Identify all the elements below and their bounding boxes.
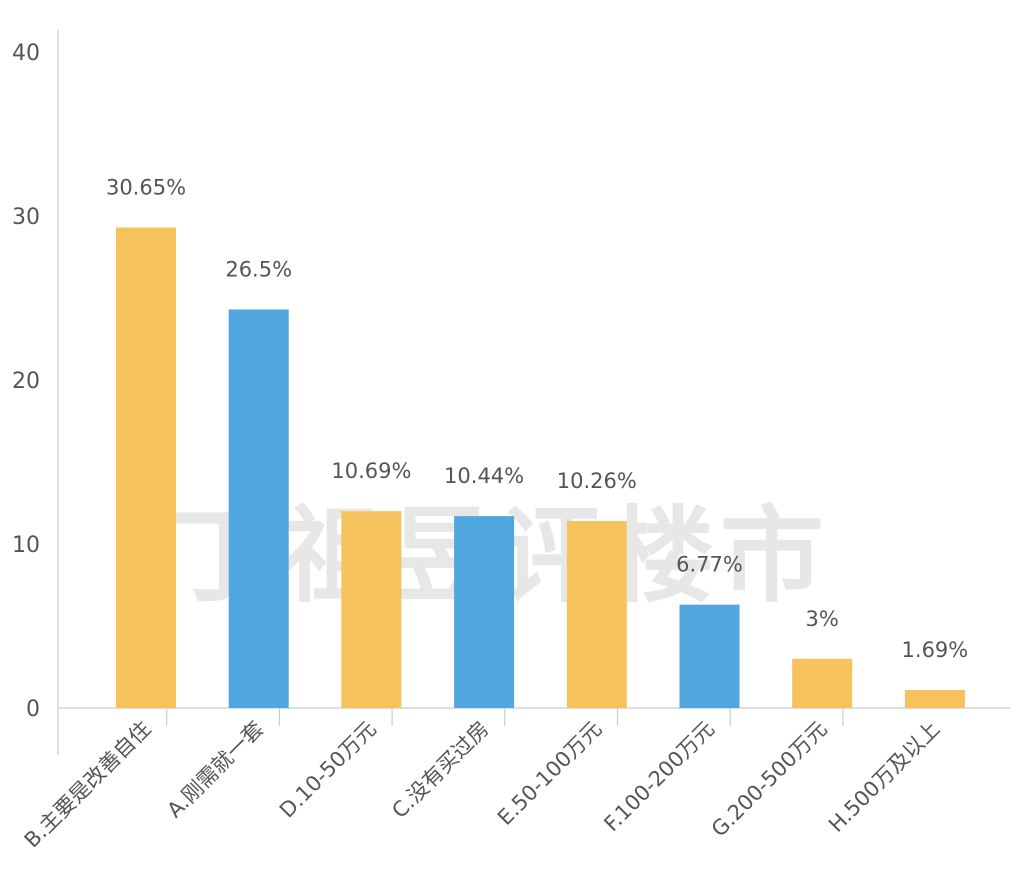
data-label: 26.5% — [225, 257, 292, 281]
data-label: 10.26% — [557, 469, 637, 493]
bar — [454, 516, 515, 708]
bar — [116, 227, 176, 709]
data-label: 10.44% — [444, 464, 524, 488]
category-label: G.200-500万元 — [707, 717, 832, 842]
category-label: F.100-200万元 — [599, 717, 719, 837]
data-label: 10.69% — [331, 459, 411, 483]
data-label: 6.77% — [676, 553, 743, 577]
bar — [566, 521, 627, 708]
bar — [792, 658, 853, 708]
bar — [341, 511, 402, 708]
category-label: C.没有买过房 — [387, 717, 493, 823]
y-tick-label: 0 — [26, 697, 40, 722]
data-label: 30.65% — [106, 175, 186, 199]
data-label: 3% — [806, 607, 839, 631]
category-label: H.500万及以上 — [824, 717, 944, 837]
category-label: E.50-100万元 — [493, 717, 606, 830]
y-tick-label: 20 — [12, 369, 40, 394]
y-tick-label: 40 — [12, 41, 40, 66]
data-label: 1.69% — [902, 638, 969, 662]
bar — [679, 604, 740, 708]
bar — [904, 689, 965, 708]
category-label: B.主要是改善自住 — [20, 717, 156, 853]
category-label: D.10-50万元 — [275, 717, 381, 823]
category-label: A.刚需就一套 — [162, 717, 268, 823]
bar — [228, 309, 289, 708]
y-tick-label: 30 — [12, 205, 40, 230]
y-tick-label: 10 — [12, 533, 40, 558]
